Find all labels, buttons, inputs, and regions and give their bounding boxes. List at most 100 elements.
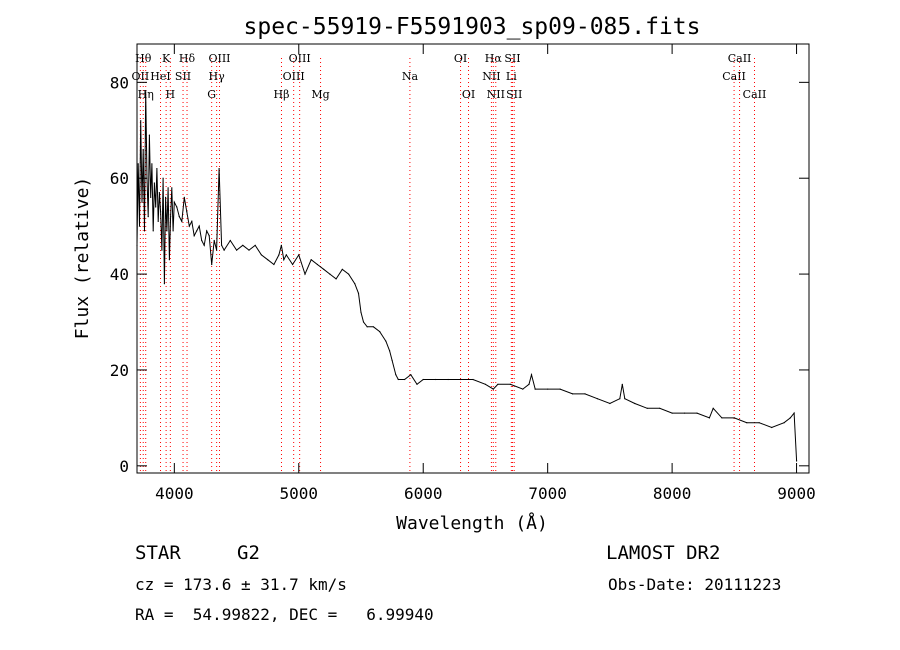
spectrum-point-18 (158, 192, 160, 194)
spectrum-point-3 (140, 120, 142, 122)
spectrum-point-67 (316, 263, 318, 266)
spectrum-point-98 (528, 383, 530, 385)
marker-label-24: CaII (722, 70, 746, 83)
spectrum-point-74 (357, 292, 360, 294)
spectrum-point-126 (796, 460, 798, 462)
marker-label-19: Hα (485, 52, 503, 65)
spectrum-point-7 (145, 91, 147, 93)
spectrum-point-115 (696, 412, 698, 414)
x-axis-ticks: 4000 5000 6000 7000 8000 9000 (155, 44, 816, 503)
spectrum-point-42 (203, 244, 205, 246)
marker-label-21: Li (506, 70, 517, 83)
spectrum-point-13 (152, 230, 154, 232)
spectrum-point-40 (198, 225, 200, 227)
coordinates: RA = 54.99822, DEC = 6.99940 (135, 605, 434, 624)
spectrum-point-34 (183, 196, 185, 198)
spectrum-point-30 (173, 201, 175, 203)
spectrum-point-107 (619, 398, 621, 400)
marker-label-17: OI (462, 88, 475, 101)
spectrum-point-50 (223, 249, 225, 251)
marker-label-22: SII (504, 52, 520, 65)
spectrum-point-75 (360, 311, 362, 313)
spectrum-point-85 (404, 378, 406, 381)
spectrum-point-68 (323, 268, 325, 270)
spectrum-point-101 (547, 388, 549, 390)
spectrum-point-78 (372, 326, 374, 328)
spectrum-point-109 (624, 398, 626, 400)
y-tick-label-4: 80 (110, 73, 129, 92)
spectrum-point-35 (186, 211, 188, 213)
spectrum-point-122 (771, 426, 773, 429)
spectrum-point-24 (166, 230, 168, 232)
spectrum-point-103 (572, 393, 574, 395)
spectrum-point-51 (229, 239, 231, 242)
x-tick-label-5: 9000 (777, 484, 816, 503)
marker-label-10: OIII (208, 52, 230, 65)
spectrum-point-19 (160, 211, 162, 213)
spectrum-point-62 (285, 254, 287, 256)
spectrum-point-49 (221, 244, 223, 246)
spectrum-point-80 (385, 340, 387, 342)
x-axis-label: Wavelength (Å) (396, 512, 548, 534)
survey-name: LAMOST DR2 (606, 542, 721, 564)
spectrum-point-76 (362, 321, 365, 323)
spectrum-point-4 (141, 201, 143, 203)
spectrum-point-95 (497, 383, 499, 385)
spectrum-point-41 (201, 239, 203, 242)
spectrum-point-123 (783, 422, 785, 424)
spectrum-point-117 (712, 407, 714, 409)
spectrum-point-79 (379, 331, 381, 333)
spectrum-point-9 (147, 216, 149, 218)
spectrum-point-54 (248, 249, 250, 251)
spectrum-point-29 (172, 230, 174, 232)
y-tick-label-2: 40 (110, 265, 129, 284)
spectrum-point-37 (191, 220, 193, 222)
spectrum-point-38 (193, 235, 195, 237)
series-layer (136, 91, 798, 462)
spectrum-point-20 (161, 249, 163, 251)
spectrum-point-82 (391, 359, 393, 361)
spectrum-point-66 (310, 259, 312, 261)
spectrum-point-86 (410, 374, 412, 376)
spectrum-point-53 (242, 244, 244, 246)
x-tick-label-2: 6000 (404, 484, 443, 503)
spectrum-point-105 (596, 398, 599, 400)
marker-label-16: OI (454, 52, 467, 65)
object-subclass: G2 (237, 542, 260, 564)
spectrum-point-100 (534, 388, 536, 390)
spectrum-point-61 (283, 259, 285, 261)
spectrum-point-113 (671, 412, 673, 414)
spectrum-point-46 (213, 239, 215, 242)
spectrum-point-65 (304, 273, 306, 275)
spectrum-point-60 (280, 244, 282, 246)
spectrum-point-71 (341, 268, 343, 270)
spectrum-point-26 (168, 259, 170, 261)
y-tick-label-1: 20 (110, 361, 129, 380)
spectrum-point-28 (171, 187, 173, 189)
spectrum-point-99 (530, 374, 533, 376)
x-tick-label-4: 8000 (653, 484, 692, 503)
spectrum-point-97 (522, 388, 524, 390)
spectrum-point-70 (335, 278, 337, 280)
spectrum-point-88 (422, 378, 424, 381)
spectrum-point-56 (260, 254, 262, 256)
redshift-velocity: cz = 173.6 ± 31.7 km/s (135, 575, 347, 594)
y-tick-label-3: 60 (110, 169, 129, 188)
spectrum-point-52 (236, 249, 238, 251)
spectrum-point-112 (659, 407, 661, 409)
spectrum-point-55 (254, 244, 256, 246)
spectrum-point-106 (609, 402, 611, 405)
spectrum-point-23 (165, 196, 167, 198)
marker-label-0: Hθ (135, 52, 152, 65)
spectrum-point-118 (721, 417, 723, 419)
marker-label-9: Hγ (209, 70, 226, 83)
spectrum-point-25 (167, 187, 169, 189)
marker-label-23: SII (506, 88, 522, 101)
y-tick-label-0: 0 (119, 457, 129, 476)
spectrum-point-110 (634, 402, 636, 405)
spectrum-point-108 (621, 383, 623, 385)
spectrum-point-64 (298, 254, 300, 256)
marker-label-6: SII (175, 70, 191, 83)
plot-frame (136, 43, 810, 474)
